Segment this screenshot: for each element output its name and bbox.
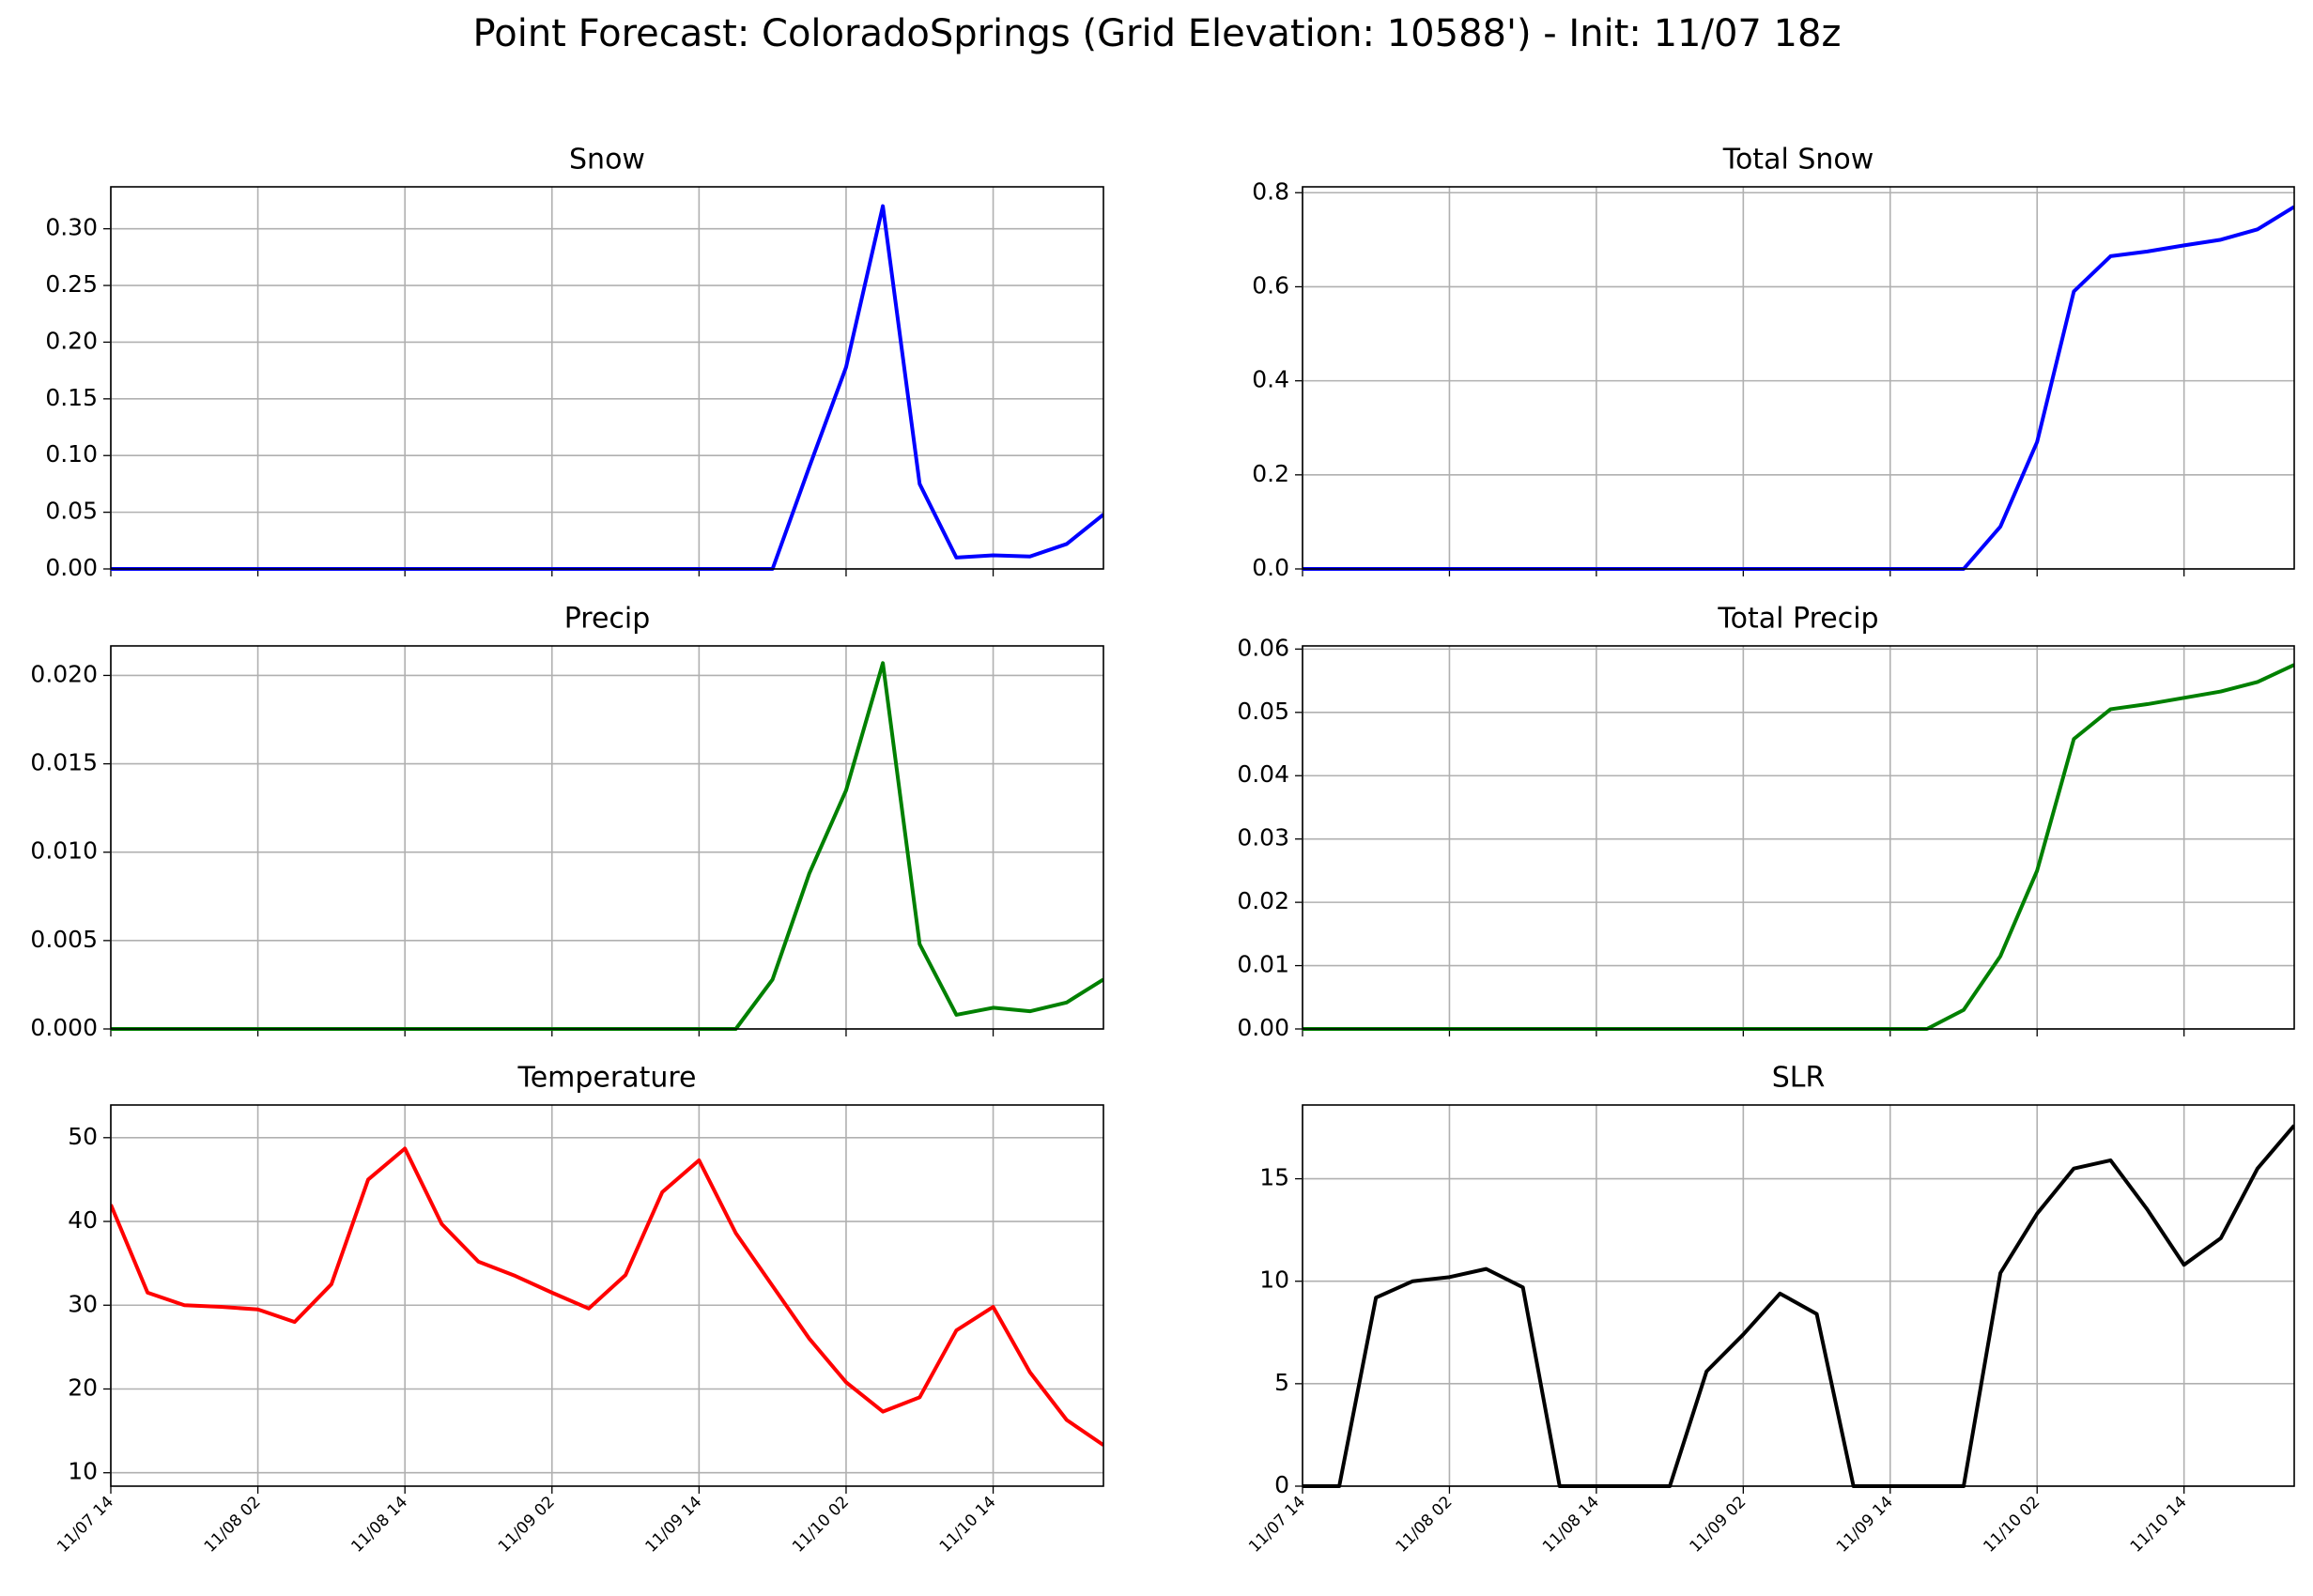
y-tick-label: 0.005 — [30, 926, 98, 953]
y-tick-label: 0.06 — [1237, 634, 1289, 661]
y-tick-label: 0.020 — [30, 660, 98, 687]
y-tick-label: 10 — [1259, 1266, 1289, 1294]
y-tick-label: 0.0 — [1252, 554, 1289, 581]
y-tick-label: 0.05 — [45, 498, 98, 525]
axes-frame — [110, 645, 1104, 1030]
y-tick-label: 0.00 — [45, 554, 98, 581]
y-tick-label: 10 — [68, 1458, 98, 1485]
y-tick-label: 5 — [1274, 1369, 1289, 1396]
axes-frame — [1302, 186, 2295, 570]
y-tick-label: 0.04 — [1237, 760, 1289, 788]
y-tick-label: 0.20 — [45, 327, 98, 354]
y-tick-label: 0.02 — [1237, 887, 1289, 914]
subplot-title: Total Precip — [1717, 603, 1878, 636]
y-tick-label: 40 — [68, 1206, 98, 1234]
y-tick-label: 0.10 — [45, 440, 98, 468]
series-line — [1303, 1124, 2294, 1488]
y-tick-label: 0.05 — [1237, 698, 1289, 725]
subplot-title: Total Snow — [1722, 144, 1874, 176]
y-tick-label: 0.6 — [1252, 271, 1289, 299]
y-tick-label: 0.4 — [1252, 366, 1289, 393]
y-tick-label: 0.01 — [1237, 951, 1289, 978]
y-tick-label: 50 — [68, 1123, 98, 1150]
y-tick-label: 0.30 — [45, 214, 98, 241]
y-tick-label: 15 — [1259, 1164, 1289, 1191]
subplot-title: Snow — [569, 144, 645, 176]
subplot: Total Snow 0.0 0.2 0.4 0.6 0.8 — [1252, 144, 2295, 581]
y-tick-label: 20 — [68, 1373, 98, 1401]
y-tick-label: 0.010 — [30, 837, 98, 865]
figure-title: Point Forecast: ColoradoSprings (Grid El… — [473, 12, 1842, 55]
y-tick-label: 0.25 — [45, 270, 98, 298]
subplot: Precip 0.000 0.005 0.010 0.015 0.020 — [30, 603, 1104, 1041]
subplot: Snow 0.00 0.05 0.10 0.15 0.20 0.25 0.30 — [45, 144, 1104, 581]
subplot-title: Temperature — [517, 1062, 696, 1095]
y-tick-label: 0.015 — [30, 749, 98, 776]
axes-frame — [1302, 645, 2295, 1030]
y-tick-label: 0.03 — [1237, 824, 1289, 852]
y-tick-label: 0.00 — [1237, 1014, 1289, 1041]
axes-frame — [110, 1104, 1104, 1487]
y-tick-label: 0.000 — [30, 1014, 98, 1041]
subplot-title: Precip — [564, 603, 651, 636]
axes-frame — [110, 186, 1104, 570]
series-line — [111, 1146, 1103, 1447]
subplot-title: SLR — [1772, 1062, 1826, 1095]
axes-frame — [1302, 1104, 2295, 1487]
y-tick-label: 0.15 — [45, 384, 98, 411]
subplot: Total Precip 0.00 0.01 0.02 0.03 0.04 0.05 0.06 — [1237, 603, 2295, 1041]
y-tick-label: 0 — [1274, 1471, 1289, 1498]
y-tick-label: 0.8 — [1252, 177, 1289, 205]
y-tick-label: 30 — [68, 1290, 98, 1317]
y-tick-label: 0.2 — [1252, 460, 1289, 487]
